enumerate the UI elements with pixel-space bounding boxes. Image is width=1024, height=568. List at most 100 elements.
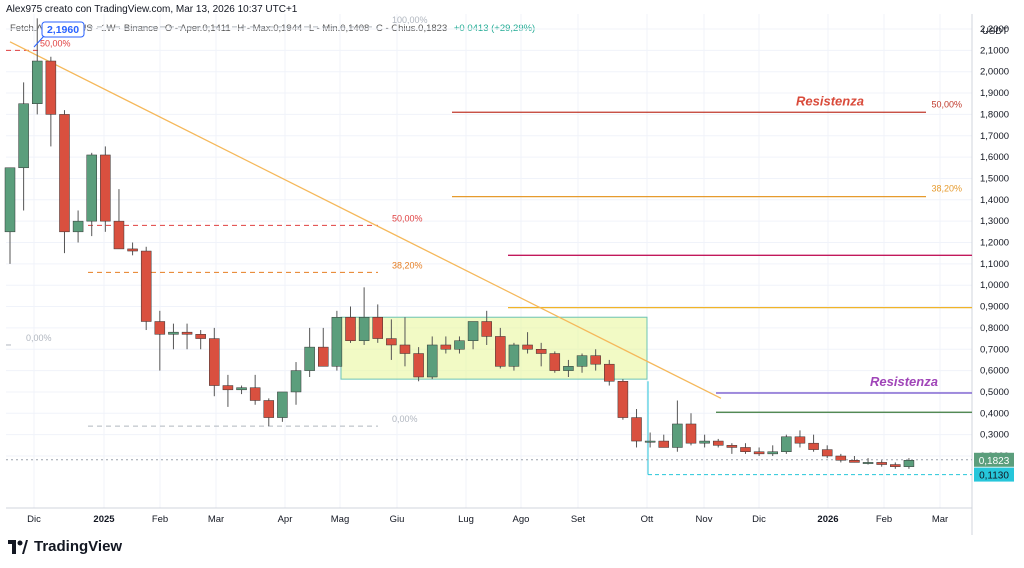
candle-body: [399, 344, 411, 354]
candle-body: [576, 355, 588, 367]
descending-trendline: [9, 41, 722, 399]
candle-body: [413, 353, 424, 378]
x-tick-label: Lug: [458, 514, 474, 525]
candle-body: [685, 423, 697, 444]
candle-body: [195, 334, 206, 339]
candle-body: [127, 248, 138, 252]
x-tick-label: Mar: [208, 514, 224, 525]
y-tick-label: 0,6000: [980, 366, 1009, 377]
candle-body: [808, 442, 819, 450]
candle-body: [426, 344, 438, 378]
peak-price-bubble: [41, 21, 85, 38]
y-tick-label: 2,2000: [980, 24, 1009, 35]
candle-body: [726, 445, 738, 448]
fib-level-label: 50,00%: [392, 213, 423, 223]
candle-body: [154, 321, 166, 335]
candle-body: [318, 346, 329, 367]
x-tick-label: Dic: [752, 514, 766, 525]
candle-body: [45, 60, 57, 115]
candle-body: [631, 417, 642, 442]
price-chart[interactable]: 2,2000 2,1000 2,0000 1,9000 1,8000 1,7000 1,60…: [0, 0, 1024, 535]
candle-body: [290, 370, 302, 393]
candle-body: [617, 381, 629, 418]
tradingview-logo-text: TradingView: [34, 538, 123, 555]
candle-body: [767, 451, 778, 455]
support-price-badge: [974, 467, 1014, 482]
candle-body: [454, 340, 465, 350]
y-tick-label: 0,3000: [980, 430, 1009, 441]
x-tick-label: Ott: [641, 514, 654, 525]
last-price-label: 0,1823: [979, 456, 1010, 467]
candle-body: [236, 387, 247, 391]
peak-price-label: 2,1960: [47, 24, 79, 36]
y-tick-label: 1,4000: [980, 195, 1009, 206]
candle-body: [821, 449, 833, 457]
candle-body: [903, 460, 915, 467]
candle-body: [113, 220, 125, 250]
candle-body: [304, 346, 315, 371]
x-tick-label: Mar: [932, 514, 948, 525]
candle-body: [890, 464, 901, 467]
candle-body: [604, 363, 615, 382]
candle-body: [522, 344, 533, 350]
x-tick-label: Mag: [331, 514, 349, 525]
last-price-badge: [974, 452, 1014, 467]
y-tick-label: 2,0000: [980, 67, 1009, 78]
y-tick-label: 1,7000: [980, 131, 1009, 142]
support-price-label: 0,1130: [979, 471, 1009, 482]
y-tick-label: 0,8000: [980, 323, 1009, 334]
candle-body: [263, 400, 275, 418]
candle-body: [140, 250, 152, 322]
fib-level-label: 0,00%: [26, 333, 52, 343]
tradingview-logo[interactable]: TradingView: [8, 538, 122, 555]
y-tick-label: 0,5000: [980, 387, 1009, 398]
x-tick-label: 2025: [93, 514, 115, 525]
candle-body: [86, 154, 97, 222]
candle-body: [168, 331, 179, 335]
candle-body: [31, 60, 43, 104]
level-percent-label: 50,00%: [931, 99, 962, 109]
tradingview-logo-icon: [8, 539, 28, 554]
candle-body: [481, 321, 492, 337]
y-tick-label: 1,0000: [980, 280, 1009, 291]
x-tick-label: Dic: [27, 514, 41, 525]
resistance-label: Resistenza: [796, 93, 864, 108]
candle-body: [440, 344, 452, 350]
fib-level-label: 50,00%: [40, 38, 71, 48]
y-tick-label: 1,1000: [980, 259, 1009, 270]
candle-body: [209, 338, 220, 386]
candle-body: [862, 462, 874, 464]
y-tick-label: 1,2000: [980, 238, 1009, 249]
candle-body: [535, 349, 547, 354]
y-tick-label: 0,4000: [980, 408, 1009, 419]
x-tick-label: Giu: [390, 514, 405, 525]
candle-body: [4, 167, 16, 233]
candle-body: [849, 460, 860, 463]
y-tick-label: 1,5000: [980, 173, 1009, 184]
candle-body: [658, 440, 670, 448]
x-tick-label: Nov: [696, 514, 713, 525]
candle-body: [358, 316, 370, 341]
x-tick-label: 2026: [817, 514, 838, 525]
candle-body: [331, 316, 343, 367]
candle-body: [345, 316, 356, 341]
level-percent-label: 38,20%: [931, 184, 962, 194]
candle-body: [672, 423, 683, 448]
consolidation-box: [340, 316, 648, 380]
candle-body: [794, 436, 806, 444]
candle-body: [18, 103, 29, 169]
candle-body: [467, 321, 479, 341]
y-tick-label: 1,3000: [980, 216, 1009, 227]
chart-attribution: Alex975 creato con TradingView.com, Mar …: [6, 4, 298, 15]
candle-body: [100, 154, 111, 222]
fib-level-label: 100,00%: [392, 15, 428, 25]
candle-body: [372, 316, 383, 339]
candle-body: [740, 447, 751, 452]
candle-body: [781, 436, 792, 452]
candle-body: [249, 387, 261, 401]
candle-body: [386, 338, 397, 346]
candle-body: [563, 366, 574, 371]
y-tick-label: 1,6000: [980, 152, 1009, 163]
candle-body: [549, 353, 561, 371]
x-tick-label: Feb: [876, 514, 892, 525]
